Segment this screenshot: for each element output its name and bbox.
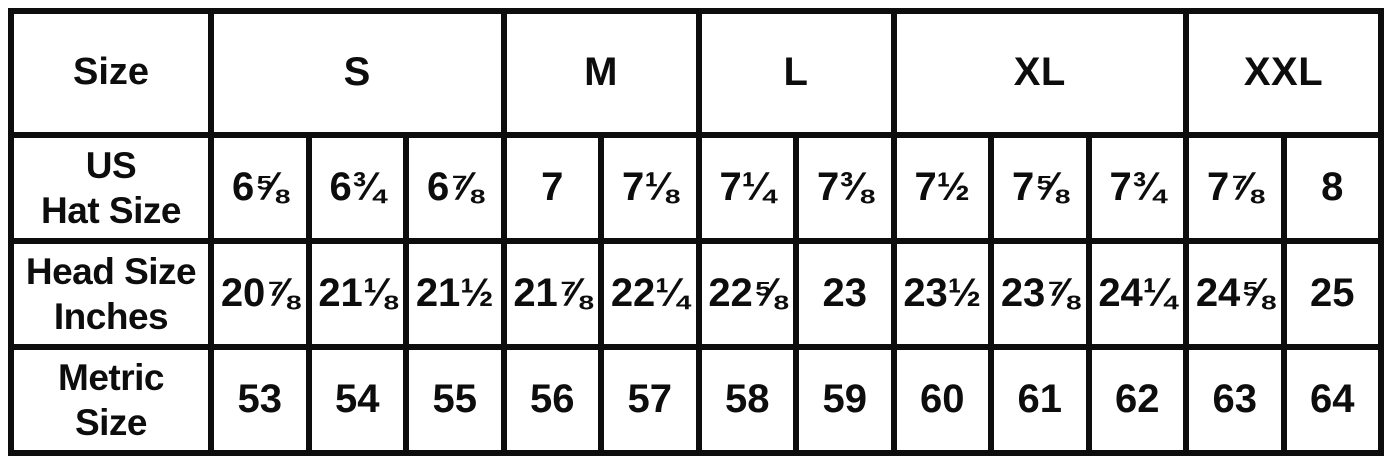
hat-size-chart: Size S M L XL XXL US Hat Size 6⅝ 6¾ 6⅞ 7… (8, 8, 1384, 457)
us-hat-size-value: 7⅜ (793, 131, 897, 244)
head-size-inches-row: Head Size Inches 20⅞ 21⅛ 21½ 21⅞ 22¼ 22⅝… (8, 237, 1384, 350)
us-hat-size-value: 7⅛ (598, 131, 702, 244)
us-hat-size-value: 8 (1280, 131, 1384, 244)
head-size-inches-value: 24¼ (1085, 237, 1189, 350)
us-hat-size-value: 7¼ (695, 131, 799, 244)
group-header-xl: XL (890, 8, 1189, 138)
us-hat-size-value: 7½ (890, 131, 994, 244)
group-header-m: M (500, 8, 702, 138)
head-size-inches-value: 23 (793, 237, 897, 350)
head-size-inches-value: 23½ (890, 237, 994, 350)
header-row: Size S M L XL XXL (8, 8, 1384, 138)
us-hat-size-value: 6¾ (305, 131, 409, 244)
metric-size-value: 54 (305, 343, 409, 457)
head-size-inches-value: 21⅛ (305, 237, 409, 350)
us-hat-size-value: 6⅞ (403, 131, 507, 244)
head-size-inches-value: 23⅞ (988, 237, 1092, 350)
metric-size-value: 61 (988, 343, 1092, 457)
row-label-line: Hat Size (41, 189, 181, 231)
us-hat-size-value: 6⅝ (208, 131, 312, 244)
metric-size-value: 60 (890, 343, 994, 457)
row-label-head-size-inches: Head Size Inches (8, 237, 214, 350)
metric-size-value: 62 (1085, 343, 1189, 457)
head-size-inches-value: 21½ (403, 237, 507, 350)
metric-size-value: 57 (598, 343, 702, 457)
row-label-line: Metric (58, 356, 164, 398)
row-label-line: US (85, 144, 137, 186)
group-header-s: S (208, 8, 507, 138)
us-hat-size-value: 7¾ (1085, 131, 1189, 244)
row-label-metric-size: Metric Size (8, 343, 214, 457)
metric-size-value: 56 (500, 343, 604, 457)
metric-size-value: 63 (1183, 343, 1287, 457)
hat-size-chart-table: Size S M L XL XXL US Hat Size 6⅝ 6¾ 6⅞ 7… (8, 8, 1384, 457)
head-size-inches-value: 21⅞ (500, 237, 604, 350)
group-header-l: L (695, 8, 897, 138)
row-label-line: Inches (53, 295, 169, 337)
metric-size-value: 53 (208, 343, 312, 457)
us-hat-size-value: 7⅝ (988, 131, 1092, 244)
head-size-inches-value: 22⅝ (695, 237, 799, 350)
metric-size-value: 64 (1280, 343, 1384, 457)
metric-size-value: 55 (403, 343, 507, 457)
group-header-xxl: XXL (1183, 8, 1384, 138)
row-label-us-hat-size: US Hat Size (8, 131, 214, 244)
head-size-inches-value: 22¼ (598, 237, 702, 350)
us-hat-size-value: 7⅞ (1183, 131, 1287, 244)
metric-size-value: 59 (793, 343, 897, 457)
row-label-line: Size (74, 401, 148, 443)
corner-header-size: Size (8, 8, 214, 138)
head-size-inches-value: 24⅝ (1183, 237, 1287, 350)
us-hat-size-value: 7 (500, 131, 604, 244)
metric-size-row: Metric Size 53 54 55 56 57 58 59 60 61 6… (8, 343, 1384, 457)
us-hat-size-row: US Hat Size 6⅝ 6¾ 6⅞ 7 7⅛ 7¼ 7⅜ 7½ 7⅝ 7¾… (8, 131, 1384, 244)
head-size-inches-value: 20⅞ (208, 237, 312, 350)
row-label-line: Head Size (25, 250, 197, 292)
metric-size-value: 58 (695, 343, 799, 457)
head-size-inches-value: 25 (1280, 237, 1384, 350)
